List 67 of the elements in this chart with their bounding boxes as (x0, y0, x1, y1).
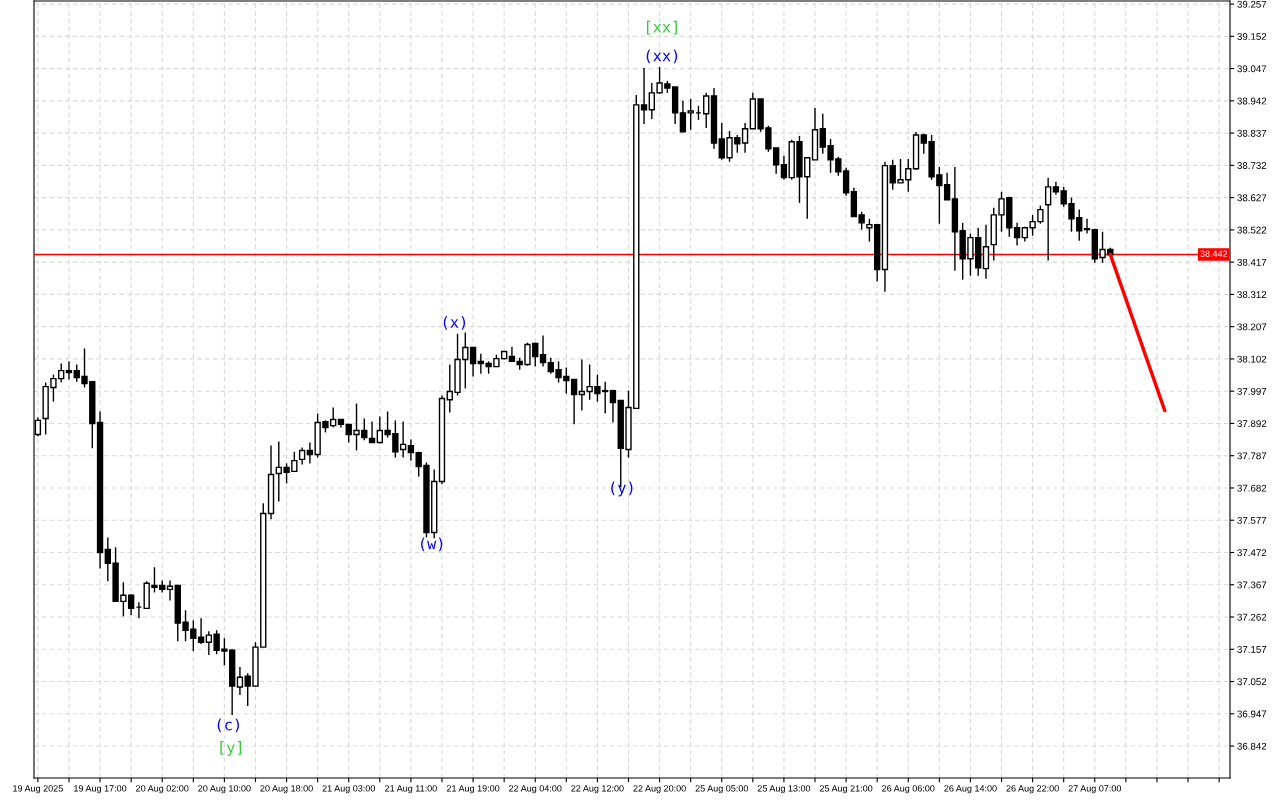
candlestick (741, 122, 749, 154)
y-tick-label: 37.892 (1237, 420, 1267, 428)
x-tick-label: 22 Aug 12:00 (571, 785, 624, 794)
y-tick-label: 37.787 (1237, 452, 1267, 460)
x-tick-label: 20 Aug 10:00 (198, 785, 251, 794)
candlestick (1083, 218, 1091, 235)
candlestick (609, 388, 617, 424)
y-tick-label: 38.522 (1237, 226, 1267, 234)
y-tick-label: 38.417 (1237, 258, 1267, 266)
y-tick-label: 39.047 (1237, 65, 1267, 73)
y-tick-label: 38.942 (1237, 97, 1267, 105)
x-tick-label: 26 Aug 06:00 (882, 785, 935, 794)
x-tick-label: 21 Aug 03:00 (322, 785, 375, 794)
x-tick-label: 21 Aug 19:00 (446, 785, 500, 794)
candlestick (640, 67, 648, 125)
x-tick-label: 26 Aug 14:00 (944, 785, 997, 794)
ref-line-label: 38.442 (1200, 250, 1228, 257)
x-tick-label: 20 Aug 02:00 (136, 785, 189, 794)
candlestick (166, 579, 174, 602)
candlestick (65, 360, 73, 381)
x-tick-label: 25 Aug 13:00 (757, 785, 811, 794)
y-tick-label: 39.152 (1237, 33, 1267, 40)
annotation: [y] (220, 741, 242, 756)
x-tick-label: 26 Aug 22:00 (1006, 785, 1059, 794)
y-tick-label: 38.627 (1237, 194, 1267, 202)
y-tick-label: 38.207 (1237, 323, 1267, 331)
annotation: (y) (611, 481, 633, 497)
candlestick (469, 346, 477, 378)
y-tick-label: 37.577 (1237, 516, 1267, 524)
candlestick (1044, 176, 1052, 262)
annotation: (xx) (646, 49, 678, 64)
x-tick-label: 19 Aug 17:00 (74, 785, 127, 794)
candlestick (703, 92, 710, 129)
y-tick-label: 38.837 (1237, 129, 1267, 137)
y-tick-label: 37.997 (1237, 387, 1267, 395)
candlestick (508, 345, 516, 363)
x-tick-label: 25 Aug 05:00 (695, 785, 749, 794)
y-tick-label: 38.732 (1237, 162, 1267, 169)
annotation: (x) (443, 316, 466, 330)
annotation: [xx] (646, 20, 677, 35)
y-tick-label: 36.842 (1237, 742, 1267, 750)
annotation: (w) (421, 537, 443, 552)
y-tick-label: 37.472 (1237, 549, 1267, 557)
y-tick-label: 36.947 (1237, 710, 1267, 718)
x-tick-label: 21 Aug 11:00 (385, 785, 437, 794)
x-tick-label: 19 Aug 2025 (13, 785, 63, 794)
candlestick (368, 420, 376, 444)
x-tick-label: 22 Aug 20:00 (633, 785, 686, 794)
x-tick-label: 25 Aug 21:00 (819, 785, 873, 794)
annotation: (c) (217, 718, 239, 733)
y-tick-label: 37.262 (1237, 613, 1267, 621)
x-tick-label: 27 Aug 07:00 (1068, 785, 1122, 794)
y-tick-label: 39.257 (1237, 0, 1267, 8)
candlestick (236, 666, 244, 696)
candlestick (982, 223, 990, 280)
y-tick-label: 37.367 (1237, 581, 1267, 589)
y-tick-label: 38.102 (1237, 355, 1267, 363)
y-tick-label: 37.682 (1237, 484, 1267, 492)
y-tick-label: 37.157 (1237, 646, 1267, 653)
y-tick-label: 37.052 (1237, 678, 1267, 686)
candlestick (539, 334, 547, 368)
candlestick (197, 617, 205, 645)
candlestick (1013, 222, 1021, 247)
candlestick (780, 155, 788, 181)
x-tick-label: 20 Aug 18:00 (260, 785, 313, 794)
y-tick-label: 38.312 (1237, 291, 1267, 299)
x-tick-label: 22 Aug 04:00 (509, 785, 562, 794)
